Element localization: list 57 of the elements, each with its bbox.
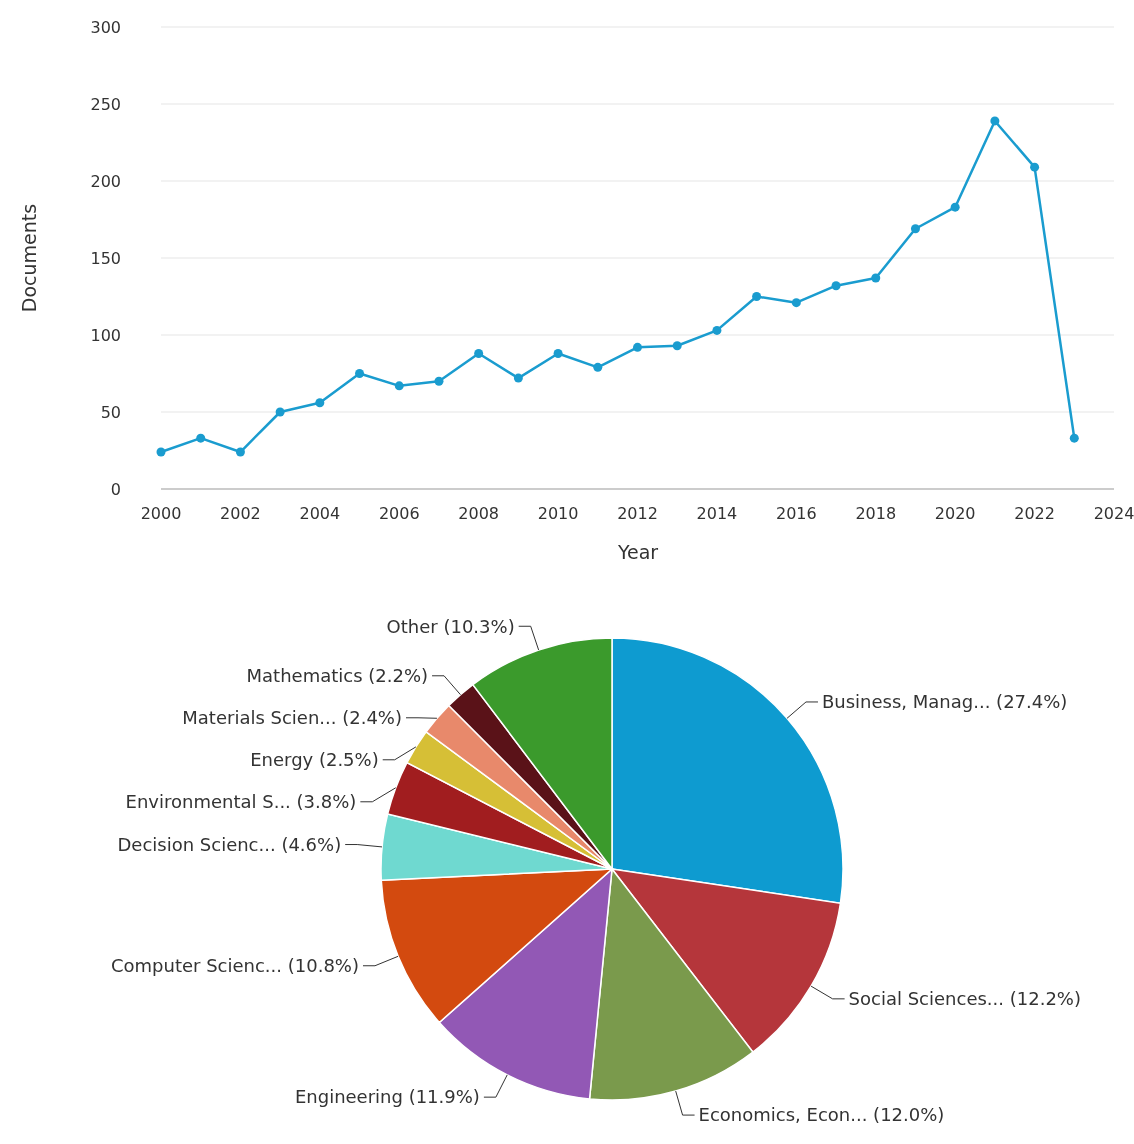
x-tick-label: 2008 bbox=[458, 504, 500, 523]
point bbox=[1030, 162, 1040, 172]
slice-label: Business, Manag... (27.4%) bbox=[822, 691, 1068, 713]
point bbox=[950, 202, 960, 212]
x-tick-label: 2020 bbox=[934, 504, 976, 523]
point bbox=[474, 348, 484, 358]
point bbox=[831, 281, 841, 291]
point bbox=[513, 373, 523, 383]
x-tick-label: 2010 bbox=[537, 504, 579, 523]
x-tick-label: 2014 bbox=[696, 504, 738, 523]
point bbox=[593, 362, 603, 372]
x-tick-label: 2018 bbox=[855, 504, 897, 523]
slice-label: Engineering (11.9%) bbox=[294, 1086, 480, 1108]
x-tick-label: 2002 bbox=[220, 504, 261, 523]
y-tick-label: 200 bbox=[90, 171, 121, 191]
slice-label: Mathematics (2.2%) bbox=[246, 665, 429, 687]
x-axis-title: Year bbox=[616, 541, 659, 563]
slice-label: Social Sciences... (12.2%) bbox=[848, 988, 1081, 1010]
y-tick-label: 100 bbox=[90, 325, 121, 345]
point bbox=[1069, 433, 1079, 443]
x-tick-label: 2024 bbox=[1093, 504, 1134, 523]
point bbox=[990, 116, 1000, 126]
y-tick-label: 250 bbox=[90, 94, 121, 114]
x-tick-label: 2004 bbox=[299, 504, 341, 523]
y-axis-title: Documents bbox=[18, 203, 40, 313]
point bbox=[752, 292, 762, 301]
slice-label: Other (10.3%) bbox=[386, 615, 515, 637]
y-tick-label: 150 bbox=[90, 248, 121, 268]
point bbox=[633, 342, 642, 352]
point bbox=[315, 398, 325, 408]
slice-label: Environmental S... (3.8%) bbox=[125, 791, 357, 813]
x-tick-label: 2000 bbox=[140, 504, 182, 523]
x-tick-label: 2016 bbox=[775, 504, 817, 523]
x-tick-label: 2022 bbox=[1014, 504, 1055, 523]
point bbox=[791, 298, 801, 308]
x-tick-label: 2006 bbox=[378, 504, 420, 523]
point bbox=[156, 447, 166, 457]
point bbox=[712, 325, 722, 335]
point bbox=[871, 273, 881, 283]
point bbox=[672, 341, 682, 351]
y-tick-label: 0 bbox=[110, 479, 121, 499]
slice-label: Energy (2.5%) bbox=[250, 749, 379, 771]
point bbox=[434, 376, 444, 386]
slice-label: Materials Scien... (2.4%) bbox=[182, 707, 402, 729]
slice-label: Economics, Econ... (12.0%) bbox=[698, 1104, 945, 1126]
point bbox=[394, 381, 404, 391]
slice-label: Computer Scienc... (10.8%) bbox=[110, 955, 359, 977]
slice-label: Decision Scienc... (4.6%) bbox=[117, 833, 342, 855]
point bbox=[235, 447, 245, 457]
point bbox=[910, 224, 920, 234]
point bbox=[196, 433, 206, 443]
point bbox=[355, 369, 365, 378]
y-tick-label: 50 bbox=[100, 402, 121, 422]
point bbox=[275, 407, 285, 417]
y-tick-label: 300 bbox=[90, 17, 121, 37]
x-tick-label: 2012 bbox=[617, 504, 658, 523]
point bbox=[553, 348, 563, 358]
